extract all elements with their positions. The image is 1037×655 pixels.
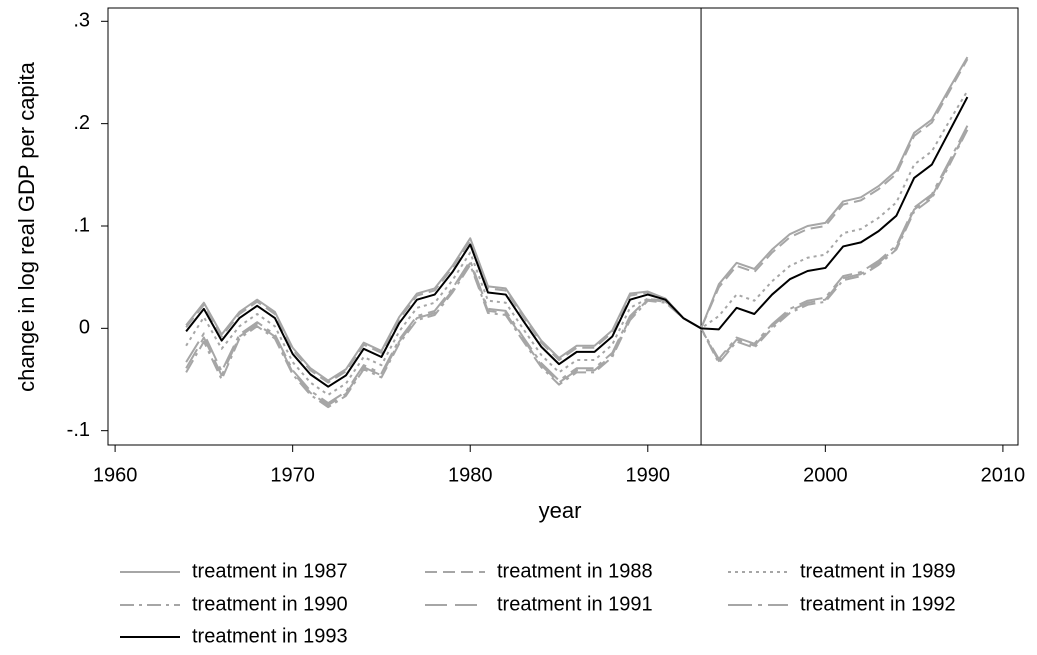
y-tick-label: .3 xyxy=(73,10,90,32)
series-line xyxy=(185,58,969,384)
x-tick-label: 1990 xyxy=(626,464,671,486)
x-tick-label: 1960 xyxy=(93,464,138,486)
x-axis-label: year xyxy=(539,498,582,523)
y-tick-label: .2 xyxy=(73,112,90,134)
x-tick-label: 2010 xyxy=(981,464,1026,486)
series-line xyxy=(185,96,969,388)
x-tick-label: 1970 xyxy=(270,464,315,486)
x-tick-label: 1980 xyxy=(448,464,493,486)
series-line xyxy=(185,128,969,407)
legend-label: treatment in 1992 xyxy=(800,593,956,615)
series-line xyxy=(185,125,969,405)
y-axis-label: change in log real GDP per capita xyxy=(14,61,39,392)
legend-label: treatment in 1988 xyxy=(497,560,653,582)
y-tick-label: .1 xyxy=(73,214,90,236)
legend-label: treatment in 1990 xyxy=(192,593,348,615)
series-line xyxy=(185,56,969,382)
plot-frame xyxy=(107,7,1019,446)
series-line xyxy=(185,129,969,409)
y-tick-label: -.1 xyxy=(67,419,90,441)
legend-label: treatment in 1987 xyxy=(192,560,348,582)
y-tick-label: 0 xyxy=(79,317,90,339)
legend-label: treatment in 1991 xyxy=(497,593,653,615)
legend-label: treatment in 1993 xyxy=(192,625,348,647)
legend-label: treatment in 1989 xyxy=(800,560,956,582)
series-line xyxy=(185,90,969,396)
x-tick-label: 2000 xyxy=(803,464,848,486)
